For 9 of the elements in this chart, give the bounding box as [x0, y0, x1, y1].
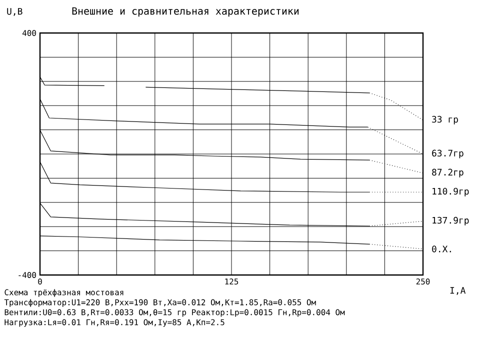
series-label: 33 гр [432, 116, 458, 124]
y-axis-title: U,В [7, 8, 22, 16]
series-label: 87.2гр [432, 168, 464, 178]
series-label: 137.9гр [432, 216, 469, 226]
series-label: 110.9гр [432, 188, 469, 196]
series-label: 63.7гр [432, 150, 464, 158]
x-axis-title: I,А [450, 287, 466, 295]
series-label: 0.Х. [432, 246, 451, 252]
chart-title: Внешние и сравнительная характеристики [72, 7, 299, 17]
